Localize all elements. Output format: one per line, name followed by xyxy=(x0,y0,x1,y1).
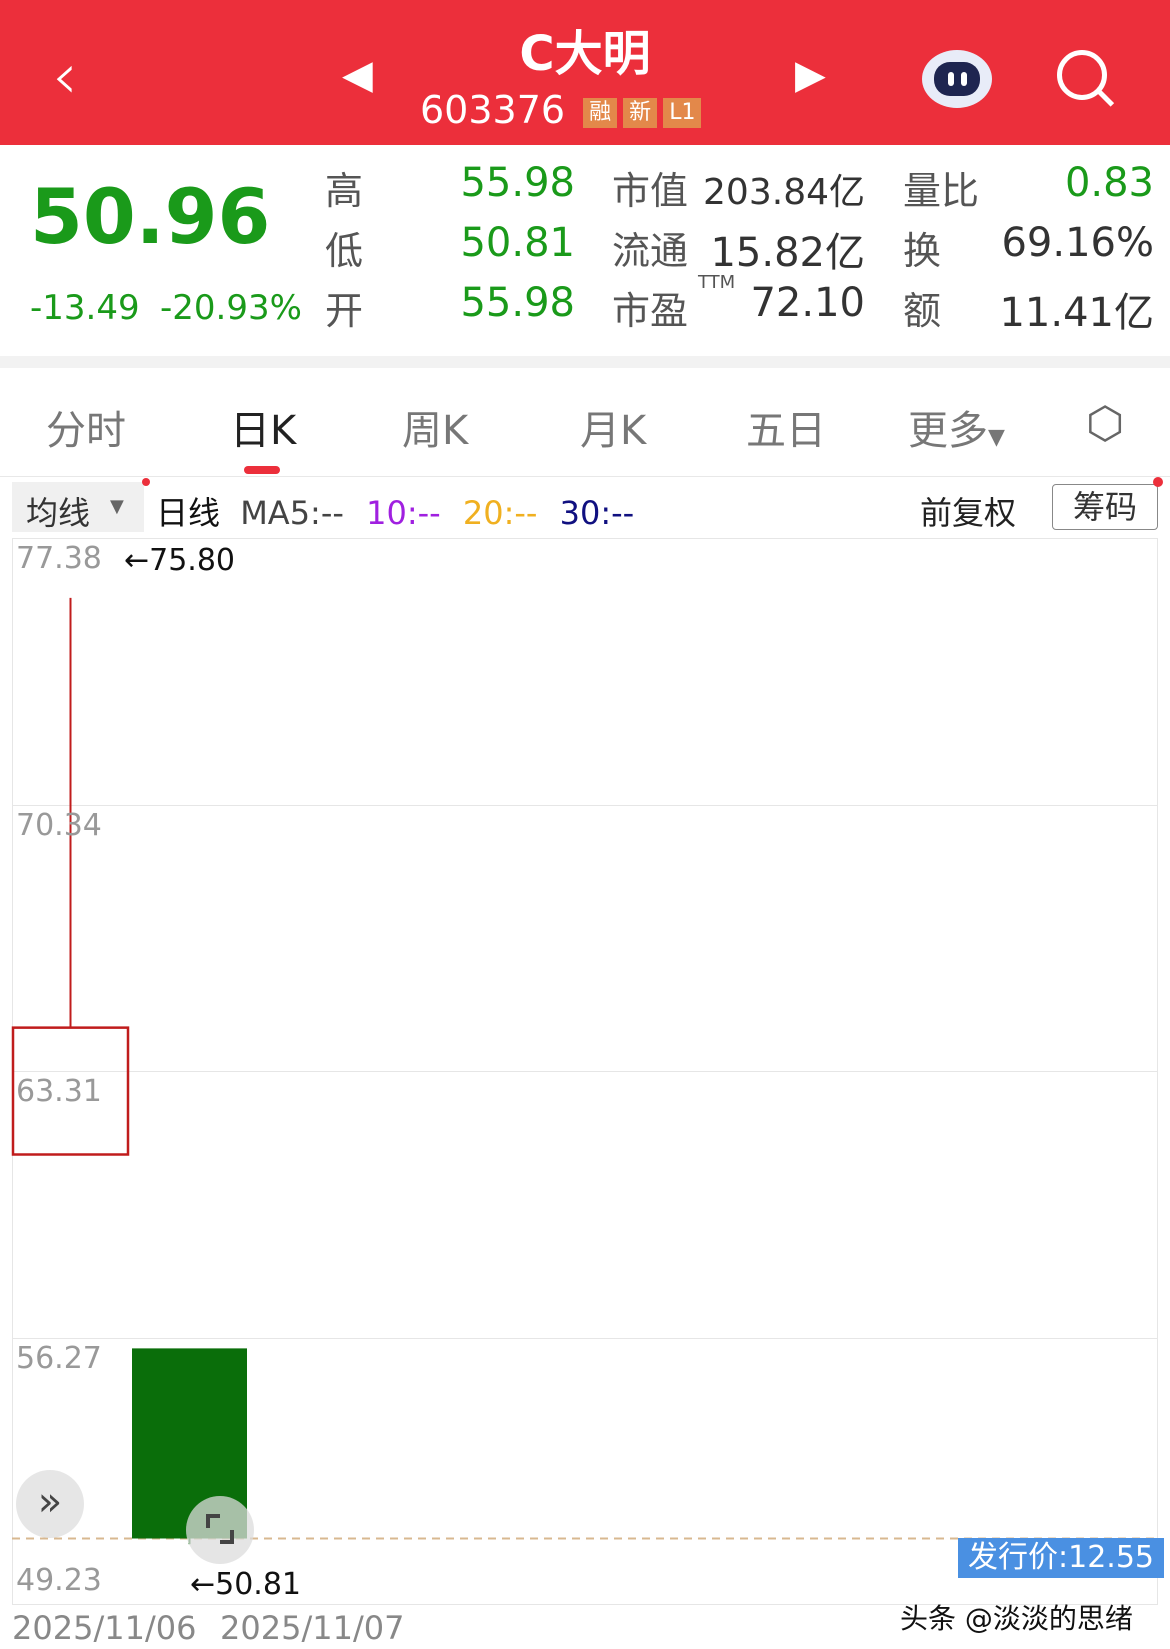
gridline xyxy=(12,1337,1158,1339)
y-tick-label: 49.23 xyxy=(16,1563,102,1598)
next-stock-icon[interactable]: ▶ xyxy=(795,52,826,98)
top-bar: ‹ ◀ ▶ C大明 603376 融新 L1 xyxy=(0,0,1170,145)
label-open: 开 xyxy=(325,289,364,333)
quote-row: 低 50.81 流通 15.82亿 换 69.16% xyxy=(0,220,1170,280)
gridline xyxy=(12,1071,1158,1072)
low-marker-label: ←50.81 xyxy=(190,1567,302,1602)
value-pe: 72.10 xyxy=(750,280,865,326)
quote-row: 开 55.98 市盈 TTM 72.10 额 11.41亿 xyxy=(0,272,1170,340)
label-market-cap: 市值 xyxy=(612,169,689,213)
label-amount: 额 xyxy=(903,289,942,333)
value-market-cap: 203.84亿 xyxy=(703,172,865,213)
back-icon[interactable]: ‹ xyxy=(52,40,78,114)
robot-assistant-icon[interactable] xyxy=(922,50,992,108)
caret-down-icon: ▼ xyxy=(110,496,124,517)
ma5-value: MA5:-- xyxy=(240,494,344,532)
ma-period: 日线 xyxy=(156,494,221,532)
issue-price-label: 发行价:12.55 xyxy=(958,1538,1164,1578)
candle-body xyxy=(11,1026,130,1156)
label-float: 流通 xyxy=(612,229,689,273)
value-open: 55.98 xyxy=(460,280,575,326)
caret-down-icon: ▼ xyxy=(988,425,1005,450)
ma20-value: 20:-- xyxy=(462,494,538,532)
tab-weekly-k[interactable]: 周K xyxy=(402,408,469,454)
pe-ttm-sup: TTM xyxy=(698,272,736,293)
active-tab-indicator xyxy=(244,466,280,474)
y-tick-label: 63.31 xyxy=(16,1074,102,1109)
search-icon[interactable] xyxy=(1057,50,1107,100)
adjust-mode-button[interactable]: 前复权 xyxy=(920,494,1017,532)
ma10-value: 10:-- xyxy=(366,494,441,532)
stock-name: C大明 xyxy=(519,26,651,82)
value-amount: 11.41亿 xyxy=(999,290,1154,336)
current-price: 50.96 xyxy=(30,172,271,261)
tab-monthly-k[interactable]: 月K xyxy=(580,408,647,454)
settings-hexagon-icon[interactable]: ⬡ xyxy=(1086,398,1125,449)
label-high: 高 xyxy=(325,169,364,213)
tab-intraday[interactable]: 分时 xyxy=(46,408,126,454)
date-label: 2025/11/06 xyxy=(12,1609,197,1647)
tab-five-day[interactable]: 五日 xyxy=(746,408,826,454)
value-volume-ratio: 0.83 xyxy=(1064,160,1154,206)
tag-margin: 融 xyxy=(583,97,618,128)
price-change-pct: -20.93% xyxy=(160,288,302,328)
ma30-value: 30:-- xyxy=(559,494,635,532)
value-high: 55.98 xyxy=(460,160,575,206)
value-low: 50.81 xyxy=(460,220,575,266)
watermark: 头条 @淡淡的思绪 xyxy=(900,1602,1133,1635)
tag-l1: L1 xyxy=(663,97,702,128)
label-turnover: 换 xyxy=(903,229,942,273)
y-tick-label: 70.34 xyxy=(16,807,102,843)
ma-legend: 日线 MA5:-- 10:-- 20:-- 30:-- xyxy=(156,488,634,534)
label-pe: 市盈 xyxy=(612,289,689,333)
chips-button[interactable]: 筹码 xyxy=(1052,484,1158,530)
ma-dropdown-label: 均线 xyxy=(26,494,91,532)
prev-stock-icon[interactable]: ◀ xyxy=(342,52,373,98)
tab-daily-k[interactable]: 日K xyxy=(230,408,297,454)
label-low: 低 xyxy=(325,229,364,273)
fullscreen-icon[interactable] xyxy=(186,1496,254,1564)
ma-dropdown[interactable]: 均线 ▼ xyxy=(12,482,144,532)
value-float: 15.82亿 xyxy=(710,230,865,276)
tag-new: 新 xyxy=(623,97,658,128)
y-tick-label: 56.27 xyxy=(16,1340,102,1376)
value-turnover: 69.16% xyxy=(1001,220,1154,266)
price-change: -13.49 xyxy=(30,288,140,328)
y-tick-label: 77.38 xyxy=(16,541,102,576)
gridline xyxy=(12,804,1158,806)
high-marker-label: ←75.80 xyxy=(124,543,236,578)
stock-code: 603376 xyxy=(420,88,566,132)
date-label: 2025/11/07 xyxy=(220,1609,405,1647)
tab-more-label: 更多 xyxy=(908,408,988,454)
tab-more[interactable]: 更多▼ xyxy=(908,398,1005,456)
divider xyxy=(0,356,1170,368)
expand-left-icon[interactable]: » xyxy=(16,1470,84,1538)
quote-row: 高 55.98 市值 203.84亿 量比 0.83 xyxy=(0,160,1170,220)
label-volume-ratio: 量比 xyxy=(903,169,980,213)
